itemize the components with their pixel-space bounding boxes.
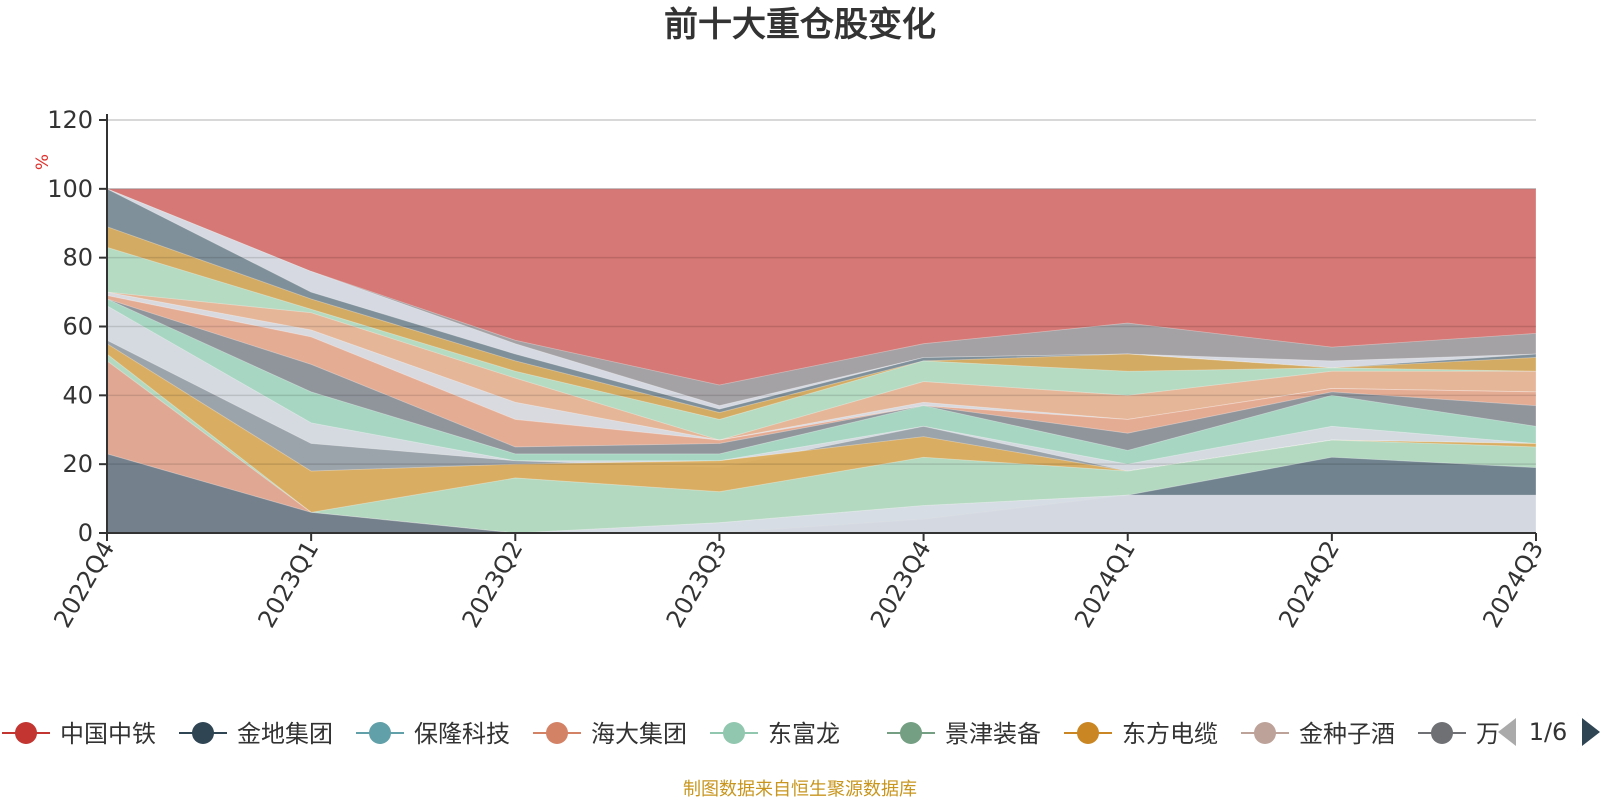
y-tick-label: 100 [47,175,93,203]
x-tick-label: 2023Q2 [457,536,529,632]
legend-item[interactable]: 金种子酒 [1241,720,1395,748]
legend-label: 保隆科技 [414,720,510,748]
legend-pager: 1/6 [1498,718,1600,746]
legend-marker-icon [1431,722,1453,744]
legend-item[interactable]: 景津装备 [887,720,1041,748]
y-tick-label: 20 [62,450,93,478]
x-tick-label: 2023Q4 [865,536,937,632]
legend-marker-icon [723,722,745,744]
y-tick-label: 60 [62,313,93,341]
legend-label: 景津装备 [945,720,1041,748]
legend-marker-icon [369,722,391,744]
legend-label: 海大集团 [591,720,687,748]
y-tick-label: 40 [62,381,93,409]
x-tick-label: 2022Q4 [48,536,120,632]
legend-marker-icon [900,722,922,744]
legend-item[interactable]: 中国中铁 [2,720,156,748]
legend-marker-icon [15,722,37,744]
plot-area [106,119,1537,534]
legend-item[interactable]: 东富龙 [710,720,840,748]
x-tick-label: 2023Q3 [661,536,733,632]
chart-title: 前十大重仓股变化 [664,5,936,45]
legend-label: 东富龙 [768,720,840,748]
legend-item[interactable]: 万 [1418,720,1500,748]
legend-label: 中国中铁 [60,720,156,748]
legend-item[interactable]: 金地集团 [179,720,333,748]
legend-item[interactable]: 东方电缆 [1064,720,1218,748]
legend-label: 金地集团 [237,720,333,748]
y-tick-label: 120 [47,106,93,134]
legend-next-page-icon[interactable] [1582,718,1600,746]
legend-marker-icon [546,722,568,744]
x-tick-label: 2024Q1 [1069,536,1141,632]
data-source-note: 制图数据来自恒生聚源数据库 [683,779,917,800]
legend: 中国中铁 金地集团 保隆科技 海大集团 东富龙 景津装备 东方电缆 金种子酒 万 [2,720,1500,748]
x-tick-label: 2024Q3 [1477,536,1549,632]
legend-label: 东方电缆 [1122,720,1218,748]
legend-label: 万 [1476,720,1500,748]
legend-item[interactable]: 保隆科技 [356,720,510,748]
legend-item[interactable]: 海大集团 [533,720,687,748]
y-tick-label: 80 [62,244,93,272]
x-tick-label: 2024Q2 [1273,536,1345,632]
y-axis-unit: % [33,154,53,170]
legend-label: 金种子酒 [1299,720,1395,748]
x-tick-label: 2023Q1 [252,536,324,632]
legend-marker-icon [192,722,214,744]
y-tick-label: 0 [78,519,93,547]
legend-page-indicator: 1/6 [1529,718,1568,746]
legend-marker-icon [1254,722,1276,744]
legend-prev-page-icon[interactable] [1498,718,1516,746]
legend-marker-icon [1077,722,1099,744]
